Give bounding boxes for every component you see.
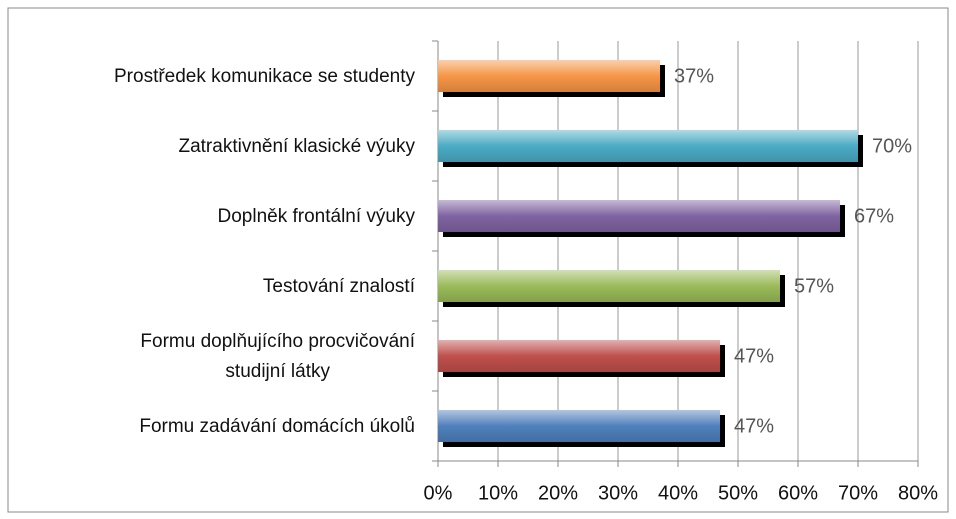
y-tick-label: Prostředek komunikace se studenty: [114, 66, 415, 87]
value-label: 57%: [794, 275, 834, 297]
value-label: 70%: [872, 135, 912, 157]
chart-frame: [7, 7, 949, 513]
x-tick-label: 50%: [718, 482, 758, 504]
y-tick-label: Testování znalostí: [262, 276, 415, 297]
x-tick-label: 80%: [898, 482, 938, 504]
bar: [438, 340, 720, 372]
y-tick-label: Formu doplňujícího procvičování studijní…: [140, 331, 415, 382]
value-label: 47%: [734, 345, 774, 367]
x-tick-label: 60%: [778, 482, 818, 504]
x-tick-label: 10%: [478, 482, 518, 504]
value-label: 47%: [734, 415, 774, 437]
y-tick-label: Formu zadávání domácích úkolů: [139, 416, 415, 437]
bar: [438, 410, 720, 442]
bar: [438, 270, 780, 302]
y-tick-label: Doplněk frontální výuky: [217, 206, 416, 227]
value-label: 67%: [854, 205, 894, 227]
bar: [438, 130, 858, 162]
x-tick-label: 30%: [598, 482, 638, 504]
value-label: 37%: [674, 65, 714, 87]
x-tick-label: 0%: [424, 482, 453, 504]
bar: [438, 200, 840, 232]
x-tick-label: 40%: [658, 482, 698, 504]
y-tick-label: Zatraktivnění klasické výuky: [178, 136, 415, 157]
bar: [438, 60, 660, 92]
x-tick-label: 70%: [838, 482, 878, 504]
x-tick-label: 20%: [538, 482, 578, 504]
